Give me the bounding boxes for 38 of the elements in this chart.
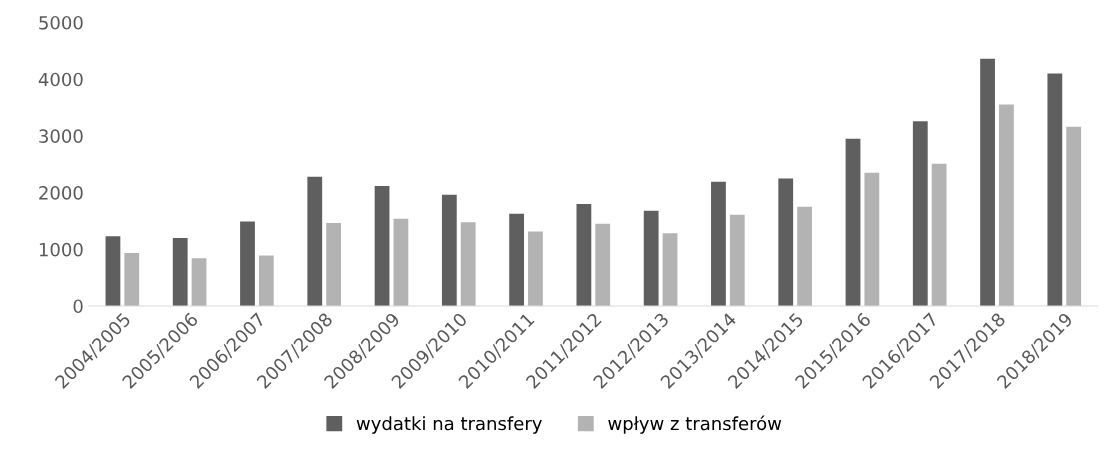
bar xyxy=(643,210,659,306)
bar xyxy=(172,237,188,306)
bar xyxy=(528,231,543,306)
legend-label: wpływ z transferów xyxy=(608,415,782,434)
bar xyxy=(258,255,274,306)
bar xyxy=(105,236,121,306)
bar xyxy=(595,223,611,306)
bar xyxy=(441,194,457,306)
y-tick-label: 2000 xyxy=(39,186,83,200)
y-tick-label: 4000 xyxy=(38,72,83,87)
y-tick-label: 3000 xyxy=(39,129,83,144)
bar xyxy=(999,104,1014,306)
bar xyxy=(460,222,476,306)
bar xyxy=(1047,73,1063,306)
bar xyxy=(393,218,409,306)
bar xyxy=(191,258,207,306)
bar xyxy=(307,176,323,306)
bar xyxy=(662,233,678,306)
legend-label: wydatki na transfery xyxy=(356,416,542,434)
bar xyxy=(240,221,255,306)
bar xyxy=(711,181,726,306)
bar xyxy=(864,172,880,306)
bar xyxy=(576,203,592,306)
y-tick-label: 5000 xyxy=(39,15,83,30)
bar xyxy=(1066,126,1082,306)
bar xyxy=(326,222,342,306)
bar xyxy=(124,252,140,306)
bar xyxy=(509,213,525,306)
y-tick-label: 0 xyxy=(73,299,83,314)
bar xyxy=(778,178,794,306)
bar xyxy=(931,163,947,306)
bar xyxy=(912,121,928,306)
bar xyxy=(374,186,390,306)
bar xyxy=(845,138,861,306)
y-tick-label: 1000 xyxy=(39,242,83,257)
bar xyxy=(980,58,995,306)
bar xyxy=(729,214,745,306)
bar xyxy=(797,206,812,306)
